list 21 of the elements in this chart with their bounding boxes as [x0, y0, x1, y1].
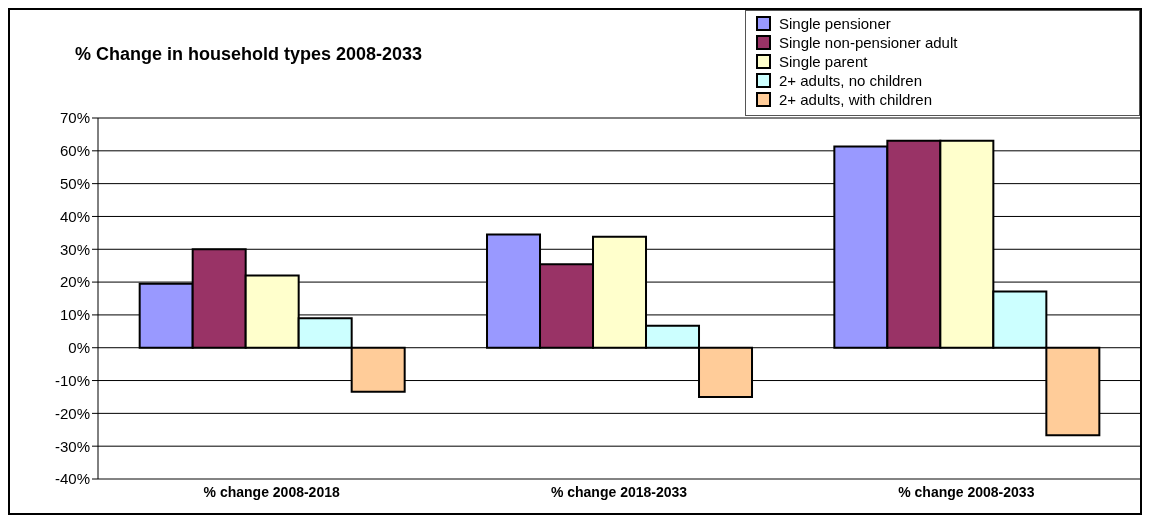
y-tick-label: -20% [54, 404, 90, 422]
y-tick-label: 40% [59, 207, 90, 225]
y-tick-label: 0% [68, 339, 90, 357]
legend-label: Single parent [779, 52, 868, 71]
legend-label: Single pensioner [779, 14, 891, 33]
y-tick-label: -30% [54, 437, 90, 455]
y-tick-label: 20% [59, 273, 90, 291]
legend-label: 2+ adults, no children [779, 71, 923, 90]
y-tick-label: 50% [59, 174, 90, 192]
y-tick-label: 70% [59, 109, 90, 127]
y-tick-label: 30% [59, 240, 90, 258]
legend-label: Single non-pensioner adult [779, 33, 958, 52]
x-tick-label: % change 2008-2018 [203, 483, 340, 500]
x-tick-label: % change 2008-2033 [898, 483, 1035, 500]
chart-title: % Change in household types 2008-2033 [75, 44, 423, 65]
y-tick-label: 60% [59, 142, 90, 160]
y-tick-label: -10% [54, 371, 90, 389]
x-tick-label: % change 2018-2033 [550, 483, 688, 500]
y-tick-label: -40% [54, 470, 90, 488]
y-tick-label: 10% [59, 306, 90, 324]
legend-label: 2+ adults, with children [779, 90, 933, 109]
